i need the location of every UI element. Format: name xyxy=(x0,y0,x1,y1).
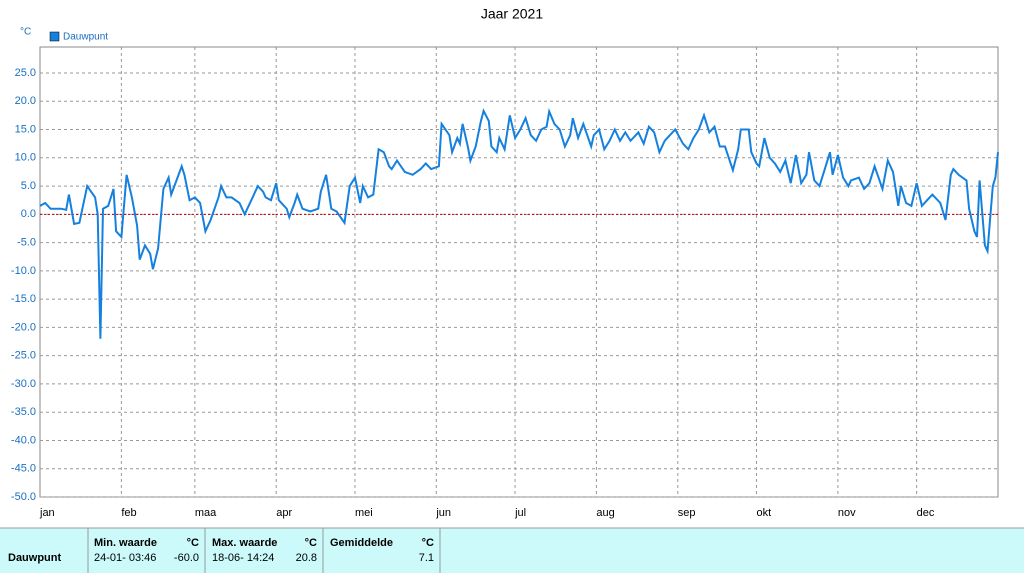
y-tick-label: -30.0 xyxy=(11,378,36,390)
y-unit: °C xyxy=(20,27,31,38)
x-tick-label: aug xyxy=(596,507,614,519)
x-tick-label: mei xyxy=(355,507,373,519)
y-tick-label: -40.0 xyxy=(11,434,36,446)
x-tick-label: jul xyxy=(514,507,526,519)
table-cell: 20.8 xyxy=(296,552,317,564)
y-tick-label: -10.0 xyxy=(11,265,36,277)
x-tick-label: jan xyxy=(39,507,55,519)
row-label: Dauwpunt xyxy=(8,552,61,564)
legend-swatch xyxy=(49,31,60,42)
x-tick-label: jun xyxy=(435,507,451,519)
y-tick-label: -20.0 xyxy=(11,321,36,333)
legend-label: Dauwpunt xyxy=(63,32,108,43)
y-tick-label: -25.0 xyxy=(11,350,36,362)
y-tick-label: 25.0 xyxy=(15,67,36,79)
table-header: Gemiddelde xyxy=(330,537,393,549)
table-header: °C xyxy=(187,537,199,549)
y-tick-label: -50.0 xyxy=(11,491,36,503)
table-header: Min. waarde xyxy=(94,537,157,549)
y-tick-label: 20.0 xyxy=(15,95,36,107)
x-tick-label: apr xyxy=(276,507,292,519)
x-tick-label: feb xyxy=(121,507,136,519)
x-tick-label: nov xyxy=(838,507,856,519)
y-tick-label: -15.0 xyxy=(11,293,36,305)
table-cell: 18-06- 14:24 xyxy=(212,552,274,564)
x-tick-label: sep xyxy=(678,507,696,519)
table-header: °C xyxy=(305,537,317,549)
table-cell: 24-01- 03:46 xyxy=(94,552,156,564)
y-tick-label: 10.0 xyxy=(15,152,36,164)
y-tick-label: 5.0 xyxy=(21,180,36,192)
chart-title: Jaar 2021 xyxy=(481,6,543,22)
table-cell: 7.1 xyxy=(419,552,434,564)
table-header: °C xyxy=(422,537,434,549)
y-tick-label: -45.0 xyxy=(11,463,36,475)
y-tick-label: 0.0 xyxy=(21,208,36,220)
y-tick-label: -5.0 xyxy=(17,237,36,249)
data-line xyxy=(39,107,999,339)
x-tick-label: okt xyxy=(757,507,772,519)
table-cell: -60.0 xyxy=(174,552,199,564)
y-tick-label: -35.0 xyxy=(11,406,36,418)
table-header: Max. waarde xyxy=(212,537,277,549)
plot-area xyxy=(39,46,999,498)
y-tick-label: 15.0 xyxy=(15,123,36,135)
x-tick-label: dec xyxy=(917,507,935,519)
stats-panel xyxy=(0,528,1024,573)
x-tick-label: maa xyxy=(195,507,217,519)
